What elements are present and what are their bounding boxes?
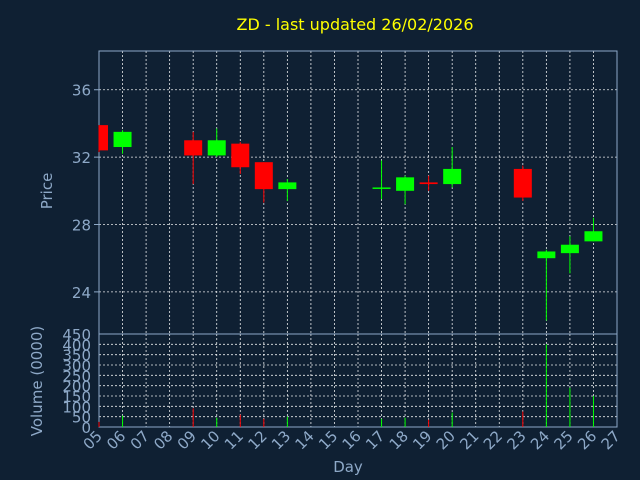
candle-body <box>99 125 108 151</box>
candle-17 <box>372 160 391 200</box>
candle-06 <box>113 130 132 154</box>
candle-body <box>419 182 438 185</box>
candle-25 <box>560 236 579 274</box>
candle-body <box>372 187 391 189</box>
x-tick-label: 06 <box>103 427 129 453</box>
x-tick-label: 09 <box>174 427 200 453</box>
candle-11 <box>231 141 250 174</box>
candle-18 <box>396 175 415 205</box>
x-tick-label: 19 <box>409 427 435 453</box>
x-tick-label: 27 <box>598 427 624 453</box>
x-tick-label: 22 <box>480 427 506 453</box>
x-tick-label: 26 <box>574 427 600 453</box>
volume-tick-label: 0 <box>81 419 91 437</box>
x-tick-label: 18 <box>386 427 412 453</box>
volume-tick-label: 350 <box>62 347 91 365</box>
x-tick-label: 20 <box>433 427 459 453</box>
x-tick-label: 25 <box>551 427 577 453</box>
candle-body <box>443 168 462 185</box>
price-tick-label: 28 <box>72 217 91 235</box>
candle-body <box>184 140 203 156</box>
chart-title: ZD - last updated 26/02/2026 <box>236 15 473 34</box>
candle-body <box>278 182 297 190</box>
candle-body <box>560 244 579 254</box>
volume-tick-label: 300 <box>62 357 91 375</box>
price-tick-label: 36 <box>72 82 91 100</box>
volume-tick-label: 200 <box>62 378 91 396</box>
x-tick-label: 17 <box>362 427 388 453</box>
volume-frame <box>98 333 618 428</box>
candle-10 <box>207 128 226 158</box>
volume-tick-label: 250 <box>62 367 91 385</box>
x-tick-labels: 0506070809101112131415161718192021222324… <box>80 427 624 453</box>
candle-body <box>396 177 415 191</box>
x-tick-label: 12 <box>244 427 270 453</box>
x-tick-label: 15 <box>315 427 341 453</box>
volume-tick-label: 400 <box>62 336 91 354</box>
x-tick-label: 08 <box>150 427 176 453</box>
volume-tick-label: 50 <box>72 409 91 427</box>
volume-tick-label: 450 <box>62 326 91 344</box>
x-tick-label: 13 <box>268 427 294 453</box>
candle-23 <box>513 165 532 201</box>
x-tick-label: 23 <box>503 427 529 453</box>
x-tick-label: 14 <box>292 427 318 453</box>
price-tick-label: 24 <box>72 284 91 302</box>
candle-13 <box>278 179 297 201</box>
price-panel: 24 28 32 36 <box>72 50 618 335</box>
candle-body <box>113 131 132 148</box>
x-tick-label: 07 <box>127 427 153 453</box>
candle-body <box>254 162 273 190</box>
candle-body <box>207 140 226 156</box>
candle-body <box>513 168 532 198</box>
volume-tick-label: 100 <box>62 398 91 416</box>
x-tick-label: 10 <box>197 427 223 453</box>
candle-26 <box>584 217 603 242</box>
candle-05 <box>98 125 108 153</box>
x-tick-label: 11 <box>221 427 247 453</box>
candle-12 <box>254 162 273 203</box>
candle-body <box>584 231 603 242</box>
x-tick-label: 24 <box>527 427 553 453</box>
candle-20 <box>443 147 462 188</box>
candle-body <box>537 251 556 259</box>
x-tick-label: 21 <box>456 427 482 453</box>
price-tick-label: 32 <box>72 149 91 167</box>
x-tick-label: 16 <box>339 427 365 453</box>
candle-09 <box>184 131 203 185</box>
price-axis-label: Price <box>38 173 56 210</box>
candle-body <box>231 143 250 168</box>
volume-tick-label: 150 <box>62 388 91 406</box>
x-axis-label: Day <box>333 458 363 476</box>
candle-24 <box>537 249 556 321</box>
candle-19 <box>419 175 438 191</box>
volume-axis-label: Volume (0000) <box>28 326 46 436</box>
